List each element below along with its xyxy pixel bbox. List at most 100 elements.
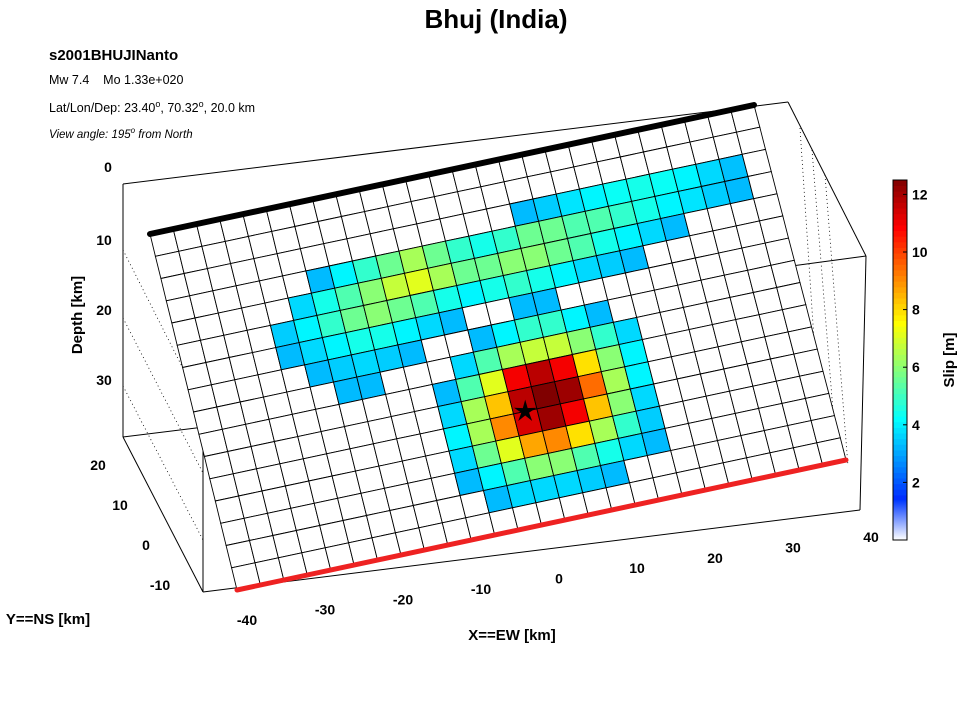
colorbar-swatch [893, 191, 907, 198]
ew-tick-label: 20 [707, 550, 723, 566]
fault-top-edge [147, 102, 757, 237]
colorbar-swatch [893, 264, 907, 271]
colorbar-swatch [893, 286, 907, 293]
ew-tick-label: 40 [863, 529, 879, 545]
ns-tick-label: 0 [142, 537, 150, 553]
colorbar-swatch [893, 253, 907, 260]
lon-value: 70.32 [167, 101, 198, 115]
fault-bottom-edge [234, 457, 849, 593]
ew-tick-label: -10 [471, 581, 491, 597]
depth-tick-label: 20 [96, 302, 112, 318]
colorbar-swatch [893, 292, 907, 299]
colorbar-swatch [893, 213, 907, 220]
colorbar [892, 179, 908, 541]
ns-tick-label: -10 [150, 577, 170, 593]
colorbar-swatch [893, 365, 907, 372]
colorbar-tick-label: 12 [912, 186, 928, 202]
magnitude-line: Mw 7.4 Mo 1.33e+020 [49, 73, 184, 87]
colorbar-swatch [893, 337, 907, 344]
ew-axis-label: X==EW [km] [468, 627, 556, 644]
box-edge [202, 509, 861, 593]
depth-ticks: 0 10 20 30 [96, 159, 112, 388]
degree-mark: o [155, 99, 160, 109]
ns-axis-label: Y==NS [km] [6, 611, 90, 628]
colorbar-swatch [893, 478, 907, 485]
ew-tick-label: -40 [237, 612, 257, 628]
fault-plane [149, 104, 847, 591]
separator: , [204, 101, 211, 115]
dep-value: 20.0 km [211, 101, 255, 115]
colorbar-swatch [893, 489, 907, 496]
colorbar-swatch [893, 388, 907, 395]
colorbar-swatch [893, 270, 907, 277]
colorbar-swatch [893, 225, 907, 232]
colorbar-swatch [893, 371, 907, 378]
colorbar-swatch [893, 326, 907, 333]
colorbar-tick-label: 10 [912, 244, 928, 260]
colorbar-tick-label: 2 [912, 474, 920, 490]
colorbar-swatch [893, 247, 907, 254]
colorbar-swatch [893, 376, 907, 383]
colorbar-swatch [893, 219, 907, 226]
depth-tick-label: 30 [96, 372, 112, 388]
box-edge [859, 255, 867, 511]
ns-tick-label: 10 [112, 497, 128, 513]
colorbar-swatch [893, 303, 907, 310]
colorbar-swatch [893, 348, 907, 355]
colorbar-swatch [893, 427, 907, 434]
ew-tick-label: 30 [785, 539, 801, 555]
colorbar-swatch [893, 309, 907, 316]
colorbar-swatch [893, 450, 907, 457]
colorbar-swatch [893, 433, 907, 440]
colorbar-ticks: 2 4 6 8 10 12 [903, 186, 928, 490]
ew-tick-label: 10 [629, 560, 645, 576]
colorbar-swatch [893, 461, 907, 468]
separator: , [160, 101, 167, 115]
colorbar-swatch [893, 320, 907, 327]
colorbar-swatch [893, 258, 907, 265]
colorbar-swatch [893, 281, 907, 288]
colorbar-swatch [893, 416, 907, 423]
colorbar-swatch [893, 208, 907, 215]
view-suffix: from North [135, 129, 193, 141]
colorbar-swatch [893, 483, 907, 490]
colorbar-swatch [893, 455, 907, 462]
chart-title: Bhuj (India) [425, 4, 568, 34]
location-line: Lat/Lon/Dep: 23.40o, 70.32o, 20.0 km [49, 99, 255, 115]
colorbar-low-end [893, 500, 907, 540]
colorbar-swatch [893, 343, 907, 350]
colorbar-swatch [893, 360, 907, 367]
colorbar-swatch [893, 399, 907, 406]
colorbar-swatch [893, 185, 907, 192]
ew-ticks: -40 -30 -20 -10 0 10 20 30 40 [237, 529, 879, 628]
colorbar-swatch [893, 466, 907, 473]
colorbar-swatch [893, 405, 907, 412]
colorbar-swatch [893, 354, 907, 361]
colorbar-swatch [893, 315, 907, 322]
view-value: 195 [111, 129, 131, 141]
colorbar-label: Slip [m] [941, 332, 958, 387]
guide-line [824, 174, 849, 467]
depth-tick-label: 0 [104, 159, 112, 175]
ns-ticks: 20 10 0 -10 [90, 457, 170, 593]
colorbar-swatch [893, 275, 907, 282]
degree-mark: o [199, 99, 204, 109]
view-angle-line: View angle: 195o from North [49, 126, 193, 141]
event-id: s2001BHUJINanto [49, 47, 178, 64]
colorbar-swatch [893, 393, 907, 400]
hypocenter-star [513, 399, 537, 421]
fault-edges [147, 102, 849, 593]
colorbar-tick-label: 6 [912, 359, 920, 375]
colorbar-swatch [893, 298, 907, 305]
guide-line [122, 385, 204, 541]
colorbar-swatch [893, 382, 907, 389]
colorbar-frame [892, 179, 908, 541]
view-prefix: View angle: [49, 129, 111, 141]
hypocenter-mark [513, 399, 537, 421]
depth-axis-label: Depth [km] [69, 276, 86, 354]
colorbar-swatch [893, 180, 907, 187]
colorbar-swatch [893, 495, 907, 502]
colorbar-swatch [893, 196, 907, 203]
ew-tick-label: -20 [393, 591, 413, 607]
colorbar-swatch [893, 421, 907, 428]
